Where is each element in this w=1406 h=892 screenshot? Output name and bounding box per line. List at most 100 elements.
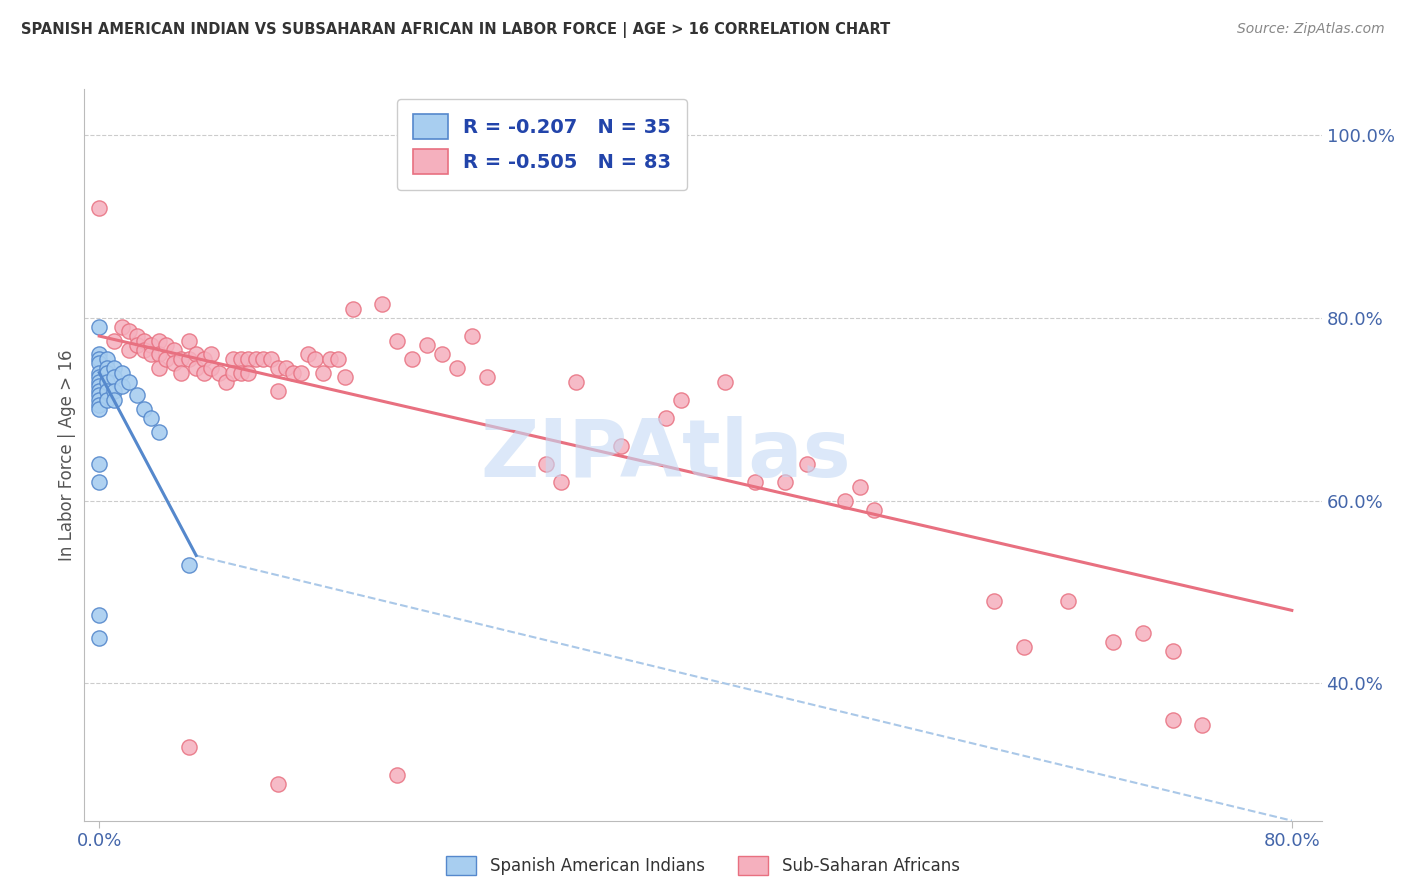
Point: [89, 375, 111, 389]
Point: [96, 366, 118, 380]
Point: [274, 361, 297, 376]
Point: [193, 366, 215, 380]
Point: [177, 740, 200, 755]
Point: [96, 351, 118, 366]
Point: [89, 356, 111, 371]
Point: [103, 370, 125, 384]
Text: Source: ZipAtlas.com: Source: ZipAtlas.com: [1237, 22, 1385, 37]
Point: [177, 558, 200, 572]
Point: [297, 347, 319, 361]
Legend: Spanish American Indians, Sub-Saharan Africans: Spanish American Indians, Sub-Saharan Af…: [439, 847, 967, 884]
Point: [281, 366, 304, 380]
Point: [89, 347, 111, 361]
Point: [335, 370, 357, 384]
Point: [96, 393, 118, 408]
Point: [163, 343, 186, 357]
Point: [111, 366, 134, 380]
Point: [207, 366, 229, 380]
Point: [536, 457, 558, 471]
Point: [89, 319, 111, 334]
Point: [267, 777, 290, 791]
Point: [89, 351, 111, 366]
Point: [1191, 717, 1213, 731]
Point: [89, 379, 111, 393]
Point: [132, 343, 155, 357]
Point: [118, 325, 141, 339]
Point: [260, 351, 283, 366]
Point: [89, 631, 111, 645]
Point: [148, 425, 170, 439]
Point: [89, 393, 111, 408]
Point: [387, 334, 409, 348]
Point: [89, 370, 111, 384]
Point: [89, 398, 111, 412]
Point: [186, 361, 208, 376]
Point: [416, 338, 439, 352]
Point: [141, 411, 163, 425]
Point: [186, 347, 208, 361]
Point: [1102, 635, 1125, 649]
Point: [461, 329, 484, 343]
Point: [193, 351, 215, 366]
Point: [319, 351, 342, 366]
Point: [215, 375, 238, 389]
Point: [669, 393, 692, 408]
Point: [238, 351, 260, 366]
Point: [744, 475, 766, 490]
Point: [96, 384, 118, 398]
Point: [125, 338, 148, 352]
Point: [290, 366, 312, 380]
Point: [1161, 644, 1184, 658]
Point: [103, 361, 125, 376]
Point: [170, 366, 193, 380]
Point: [1161, 713, 1184, 727]
Point: [177, 334, 200, 348]
Point: [148, 347, 170, 361]
Point: [326, 351, 349, 366]
Point: [983, 594, 1005, 608]
Point: [125, 329, 148, 343]
Point: [714, 375, 737, 389]
Point: [89, 607, 111, 622]
Point: [446, 361, 468, 376]
Point: [148, 334, 170, 348]
Point: [177, 351, 200, 366]
Point: [111, 319, 134, 334]
Y-axis label: In Labor Force | Age > 16: In Labor Force | Age > 16: [58, 349, 76, 561]
Point: [610, 439, 633, 453]
Point: [155, 338, 177, 352]
Point: [141, 338, 163, 352]
Point: [773, 475, 796, 490]
Point: [170, 351, 193, 366]
Point: [96, 375, 118, 389]
Point: [475, 370, 498, 384]
Point: [222, 366, 245, 380]
Point: [89, 366, 111, 380]
Point: [245, 351, 267, 366]
Point: [401, 351, 423, 366]
Point: [89, 201, 111, 215]
Point: [89, 388, 111, 402]
Point: [103, 393, 125, 408]
Point: [125, 388, 148, 402]
Point: [387, 768, 409, 782]
Point: [229, 351, 252, 366]
Point: [222, 351, 245, 366]
Point: [371, 297, 394, 311]
Point: [834, 493, 856, 508]
Point: [863, 503, 886, 517]
Point: [848, 480, 870, 494]
Point: [96, 361, 118, 376]
Point: [238, 366, 260, 380]
Point: [89, 384, 111, 398]
Point: [200, 347, 222, 361]
Point: [312, 366, 335, 380]
Point: [1132, 626, 1154, 640]
Point: [267, 361, 290, 376]
Point: [111, 379, 134, 393]
Point: [148, 361, 170, 376]
Point: [103, 384, 125, 398]
Point: [118, 343, 141, 357]
Point: [118, 375, 141, 389]
Point: [1057, 594, 1080, 608]
